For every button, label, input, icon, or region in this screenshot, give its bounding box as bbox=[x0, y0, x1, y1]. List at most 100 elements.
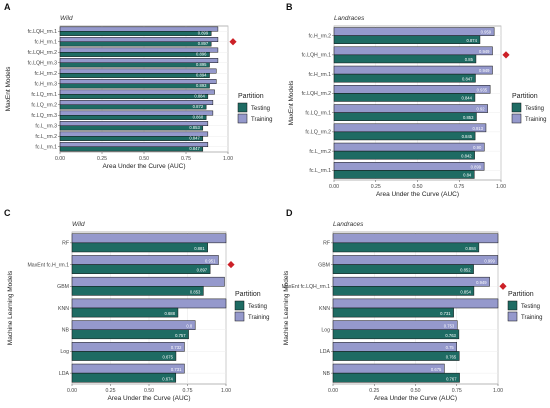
bar-training bbox=[59, 100, 214, 105]
bar-label-testing: 0.881 bbox=[194, 246, 205, 251]
bar-label-testing: 0.854 bbox=[460, 289, 471, 294]
x-tick-label: 0.50 bbox=[412, 184, 422, 190]
y-tick-label: MaxEnt fc.LQH_rm.1 bbox=[282, 284, 331, 290]
bar-label-testing: 0.767 bbox=[446, 376, 457, 381]
x-tick-label: 0.00 bbox=[328, 388, 338, 394]
bar-label-training: 0.75 bbox=[446, 345, 455, 350]
bar-testing bbox=[332, 351, 460, 361]
bar-testing bbox=[71, 372, 177, 383]
legend-label-training: Training bbox=[251, 117, 272, 123]
legend-label-training: Training bbox=[525, 117, 546, 123]
y-tick-label: fc.H_rm.1 bbox=[309, 72, 332, 78]
bar-testing bbox=[71, 286, 204, 296]
bar-training bbox=[333, 65, 493, 75]
bar-label-training: 0.949 bbox=[476, 280, 487, 285]
x-tick-label: 0.50 bbox=[144, 388, 154, 394]
bar-testing bbox=[59, 73, 210, 78]
bar-testing bbox=[71, 242, 208, 253]
bar-label-testing: 0.897 bbox=[197, 268, 208, 273]
bar-testing bbox=[59, 94, 209, 99]
y-tick-label: MaxEnt fc.H_rm.1 bbox=[27, 262, 69, 268]
legend-title: Partition bbox=[512, 93, 538, 100]
panel-c: C Wild 0.00 0.25 0.50 0.75 1.00 0.881 RF 0.951 0.8… bbox=[4, 208, 269, 402]
panel-letter: A bbox=[4, 2, 11, 12]
bar-testing bbox=[59, 62, 210, 68]
bar-training bbox=[71, 298, 227, 309]
y-tick-label: Log bbox=[60, 349, 69, 355]
bar-training bbox=[59, 142, 209, 147]
legend-swatch-training bbox=[507, 311, 518, 322]
legend-title: Partition bbox=[238, 93, 264, 100]
y-axis-title: MaxEnt Models bbox=[5, 66, 12, 112]
y-tick-label: fc.L_rm.1 bbox=[35, 145, 57, 151]
bar-training bbox=[59, 47, 219, 53]
x-axis-title: Area Under the Curve (AUC) bbox=[374, 395, 457, 402]
bar-testing bbox=[333, 150, 475, 160]
bar-training bbox=[71, 233, 227, 244]
x-tick-label: 1.00 bbox=[496, 184, 506, 190]
legend-swatch-training bbox=[234, 311, 245, 322]
y-tick-label: fc.LQ_rm.2 bbox=[31, 103, 57, 109]
bar-label-testing: 0.674 bbox=[162, 376, 173, 381]
bar-testing bbox=[333, 35, 481, 44]
bar-label-testing: 0.847 bbox=[189, 136, 200, 141]
panel-a: A Wild 0.00 0.25 0.50 0.75 1.00 0.899 fc.LQH_rm.… bbox=[4, 2, 272, 170]
bar-label-testing: 0.874 bbox=[466, 38, 477, 43]
y-tick-label: fc.H_rm.2 bbox=[35, 71, 58, 77]
y-tick-label: fc.LQH_rm.2 bbox=[302, 91, 332, 97]
bar-label-training: 0.731 bbox=[171, 367, 182, 372]
bar-testing bbox=[59, 83, 210, 89]
x-tick-label: 0.25 bbox=[105, 388, 115, 394]
y-tick-label: KNN bbox=[58, 306, 69, 312]
bar-label-testing: 0.757 bbox=[175, 333, 186, 338]
bar-label-testing: 0.688 bbox=[164, 311, 175, 316]
y-tick-label: NB bbox=[323, 371, 331, 377]
bar-testing bbox=[71, 329, 189, 340]
legend-swatch-testing bbox=[237, 102, 248, 113]
y-tick-label: fc.LQH_rm.2 bbox=[28, 50, 58, 56]
panel-letter: C bbox=[4, 208, 11, 218]
x-axis-title: Area Under the Curve (AUC) bbox=[102, 163, 185, 170]
x-tick-label: 0.25 bbox=[369, 388, 379, 394]
bar-testing bbox=[59, 115, 207, 120]
bar-label-testing: 0.853 bbox=[190, 289, 201, 294]
bar-training bbox=[332, 342, 457, 352]
bar-training bbox=[59, 110, 214, 116]
x-tick-label: 0.75 bbox=[181, 156, 191, 162]
bar-label-training: 0.949 bbox=[479, 68, 490, 73]
y-tick-label: fc.LQH_rm.3 bbox=[28, 61, 58, 67]
bar-label-testing: 0.894 bbox=[196, 73, 207, 78]
bar-testing bbox=[333, 170, 475, 179]
legend: Partition Testing Training bbox=[234, 291, 269, 322]
bar-training bbox=[71, 363, 185, 374]
bar-label-testing: 0.85 bbox=[465, 57, 474, 62]
bar-label-training: 0.732 bbox=[171, 345, 182, 350]
y-axis-title: MaxEnt Models bbox=[288, 80, 295, 126]
bar-label-training: 0.899 bbox=[471, 164, 482, 169]
bar-training bbox=[59, 79, 217, 84]
bar-label-training: 0.753 bbox=[444, 323, 455, 328]
legend-title: Partition bbox=[235, 291, 261, 298]
y-tick-label: GBM bbox=[57, 284, 69, 290]
bar-training bbox=[333, 162, 485, 171]
y-axis-title: Machine Learning Models bbox=[283, 270, 290, 345]
bar-testing bbox=[59, 125, 204, 131]
y-tick-label: Log bbox=[321, 328, 330, 334]
bar-label-testing: 0.847 bbox=[462, 76, 473, 81]
bar-training bbox=[332, 233, 499, 244]
x-tick-label: 1.00 bbox=[221, 388, 231, 394]
x-tick-label: 0.75 bbox=[452, 388, 462, 394]
x-tick-label: 0.50 bbox=[410, 388, 420, 394]
bar-label-testing: 0.893 bbox=[196, 83, 207, 88]
legend-label-testing: Testing bbox=[521, 304, 540, 310]
legend-swatch-training bbox=[237, 113, 248, 124]
bar-training bbox=[59, 58, 219, 63]
bar-label-testing: 0.899 bbox=[198, 31, 209, 36]
bar-label-testing: 0.675 bbox=[162, 355, 173, 360]
legend-swatch-testing bbox=[507, 300, 518, 311]
legend-label-testing: Testing bbox=[525, 106, 544, 112]
x-tick-label: 0.50 bbox=[139, 156, 149, 162]
y-tick-label: fc.LQ_rm.3 bbox=[31, 113, 57, 119]
bar-training bbox=[333, 85, 491, 94]
